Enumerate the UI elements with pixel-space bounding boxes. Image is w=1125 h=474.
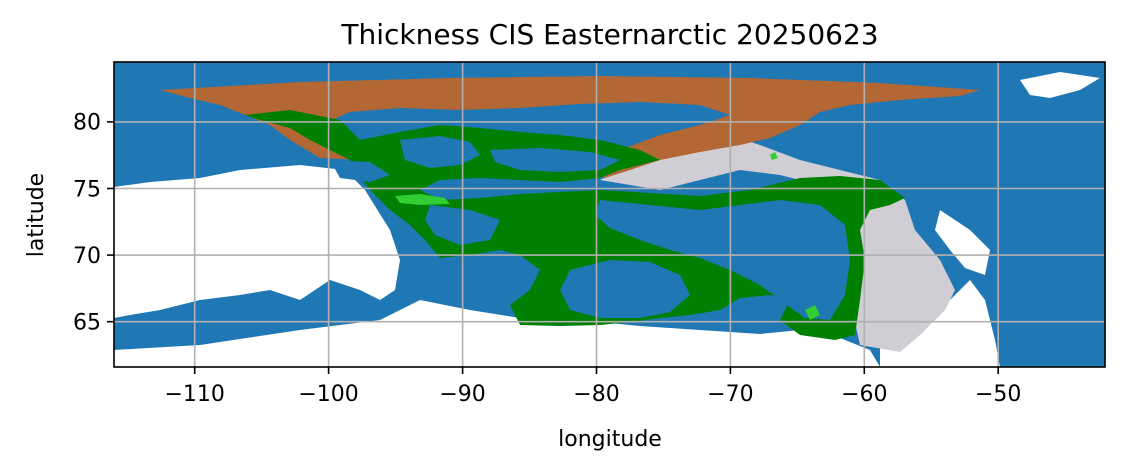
x-tick-label: −50 [975,382,1021,407]
x-tick-label: −100 [298,382,358,407]
x-axis-label: longitude [558,427,662,452]
land-island-victoria [400,136,480,168]
ice-patch-lightgreen-1 [395,194,450,205]
ice-class-lightgreen-layer [395,152,820,320]
y-tick-label: 75 [73,177,101,202]
ice-region-archipelago [245,110,905,340]
land-island-devon [490,148,620,172]
y-axis: 65 70 75 80 [73,111,114,336]
open-water-greenland-coast [935,210,990,275]
x-tick-label: −80 [573,382,619,407]
x-tick-label: −70 [707,382,753,407]
x-tick-label: −90 [439,382,485,407]
land-island-southampton [560,260,690,318]
open-water-davis-strait [880,280,1000,367]
land-island-ellesmere [450,112,660,140]
y-axis-label: latitude [24,173,49,257]
map-title: Thickness CIS Easternarctic 20250623 [340,18,878,51]
axes-frame [113,61,1106,368]
grid-layer [114,62,1105,367]
ice-patch-lightgreen-3 [770,152,778,160]
y-tick-label: 65 [73,311,101,336]
y-tick-label: 80 [73,111,101,136]
open-water-south [114,300,880,367]
x-axis: −110 −100 −90 −80 −70 −60 −50 [164,367,1021,407]
land-islands-layer [330,112,850,320]
open-water-northeast [1020,72,1100,98]
land-island-melville [330,160,390,182]
y-tick-label: 70 [73,244,101,269]
x-tick-label: −60 [841,382,887,407]
ice-region-arctic-ocean [160,76,980,178]
land-island-baffin [595,200,850,320]
ice-patch-lightgreen-2 [805,305,820,320]
plot-area [114,62,1105,367]
x-tick-label: −110 [164,382,224,407]
